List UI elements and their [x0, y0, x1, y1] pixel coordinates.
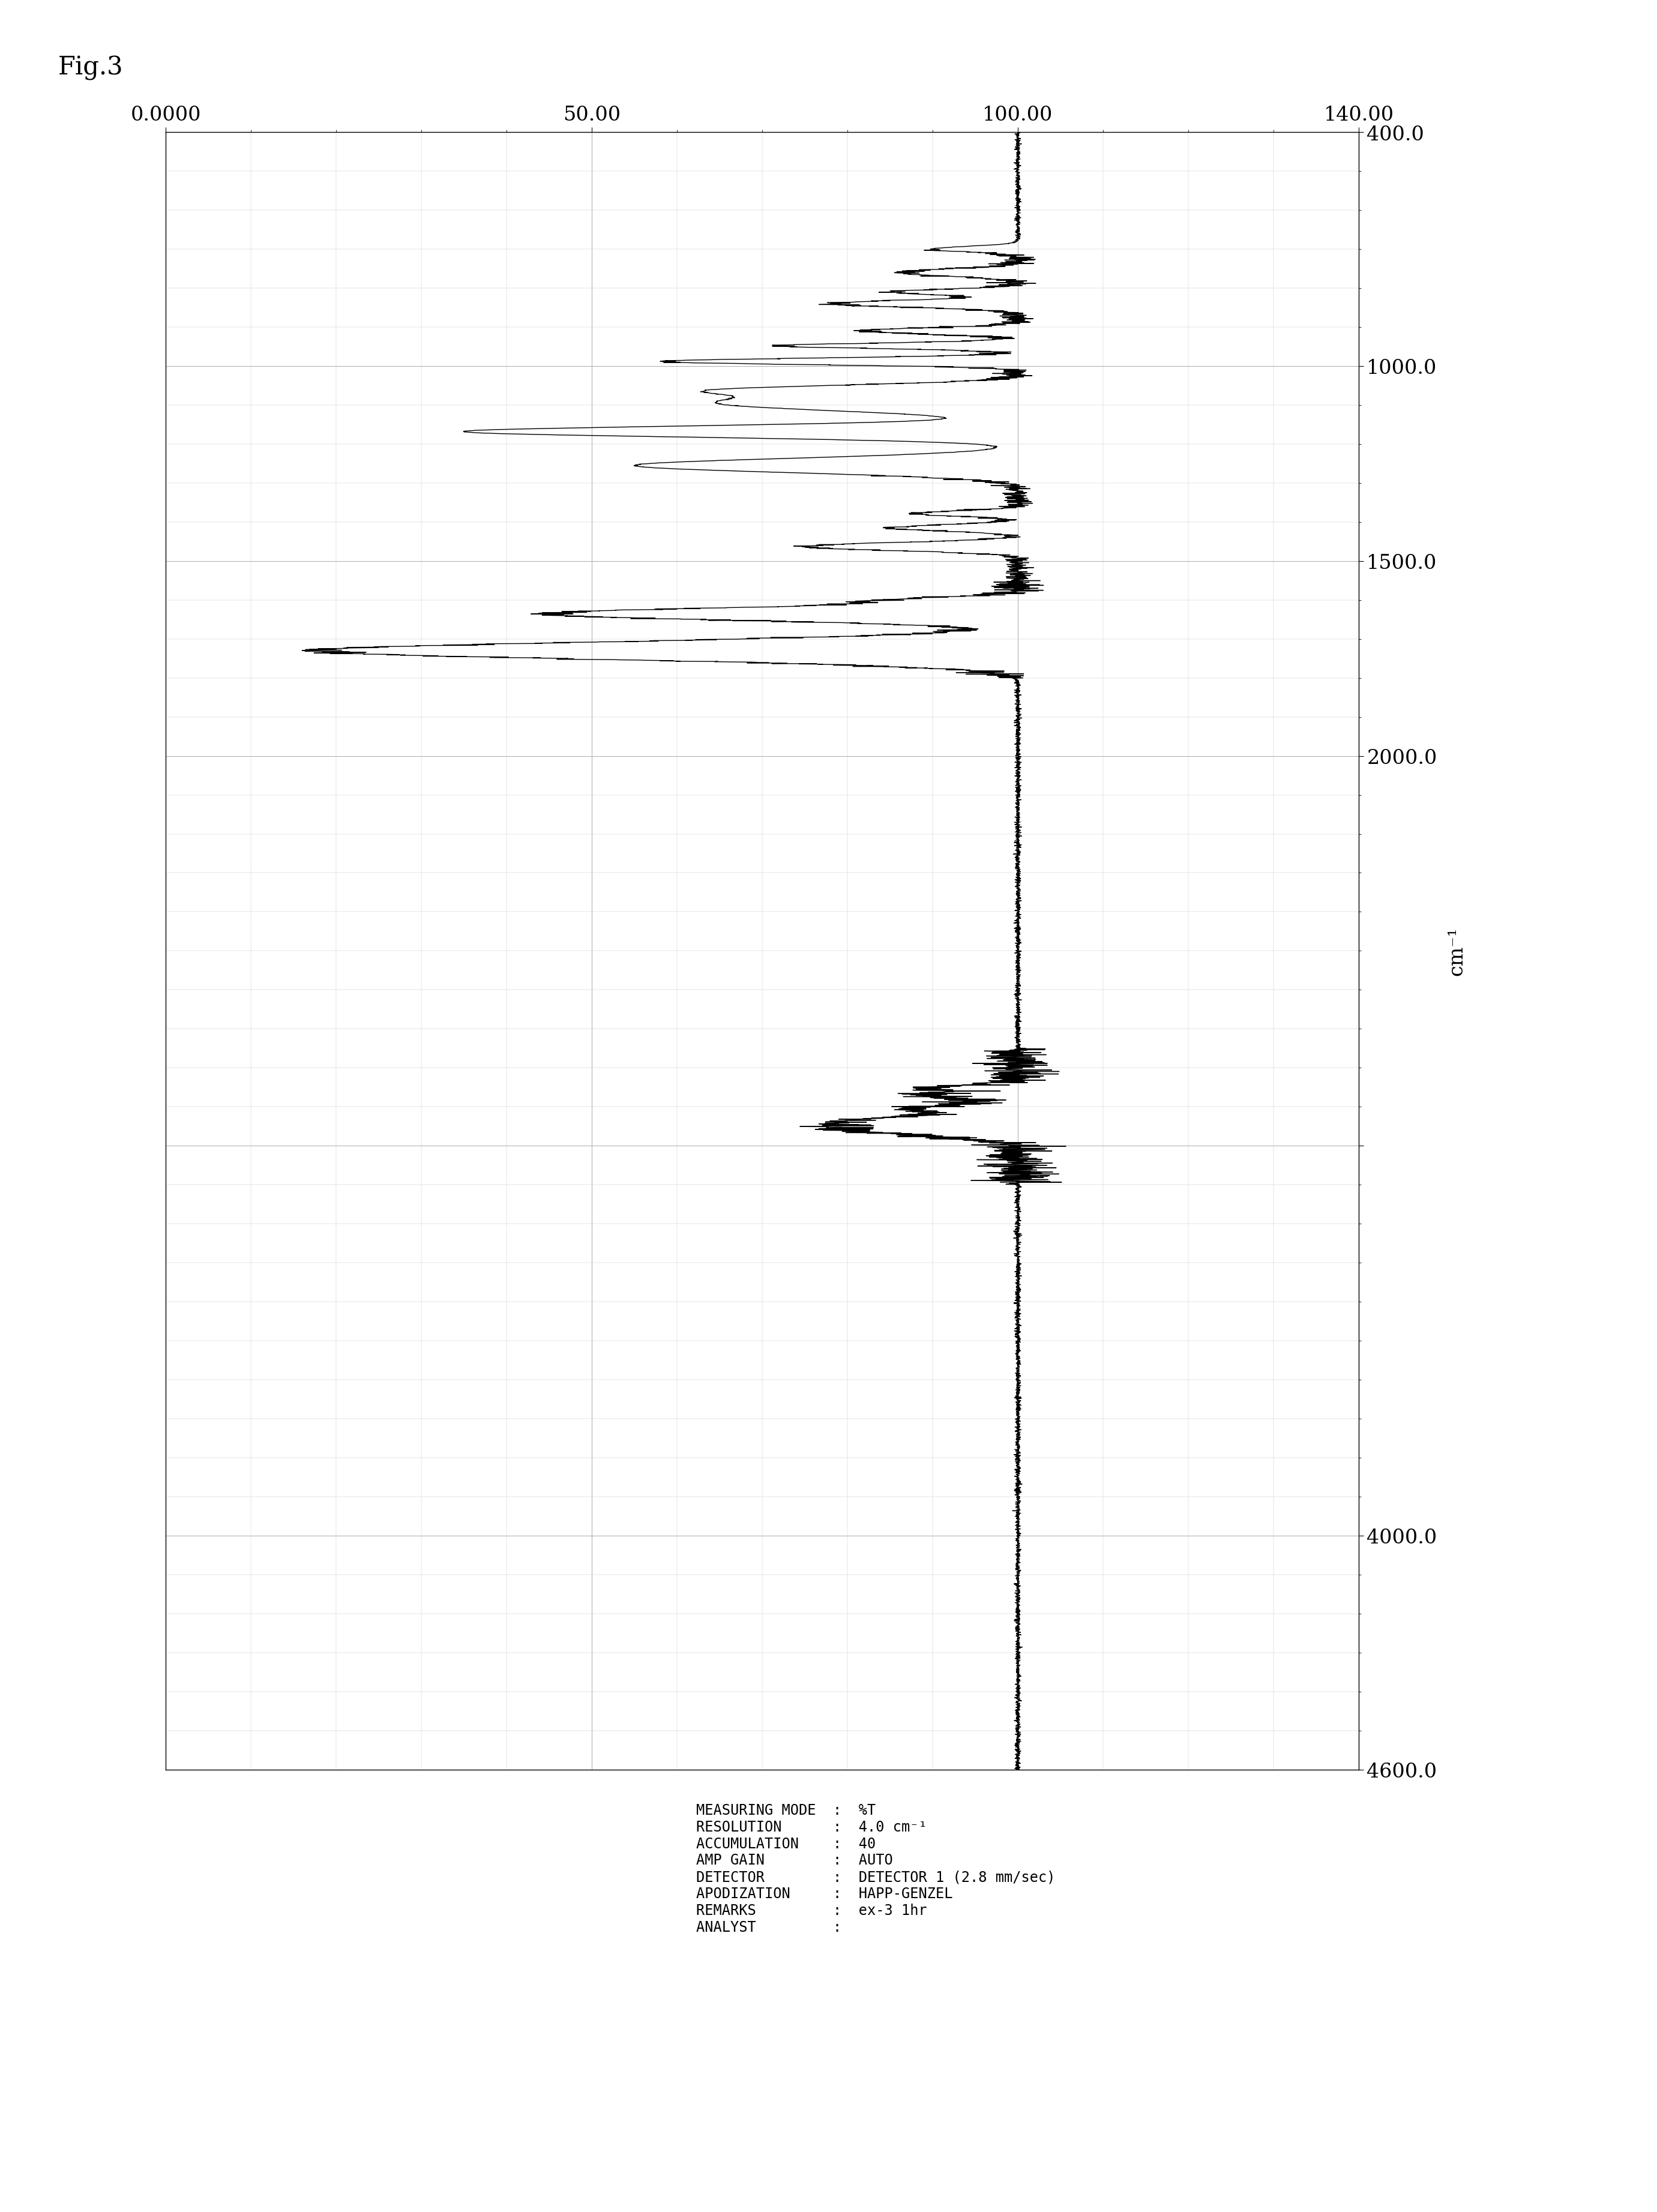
Text: Fig.3: Fig.3 [58, 55, 123, 80]
Y-axis label: cm⁻¹: cm⁻¹ [1447, 927, 1466, 975]
Text: MEASURING MODE  :  %T
RESOLUTION      :  4.0 cm⁻¹
ACCUMULATION    :  40
AMP GAIN: MEASURING MODE : %T RESOLUTION : 4.0 cm⁻… [696, 1803, 1056, 1933]
